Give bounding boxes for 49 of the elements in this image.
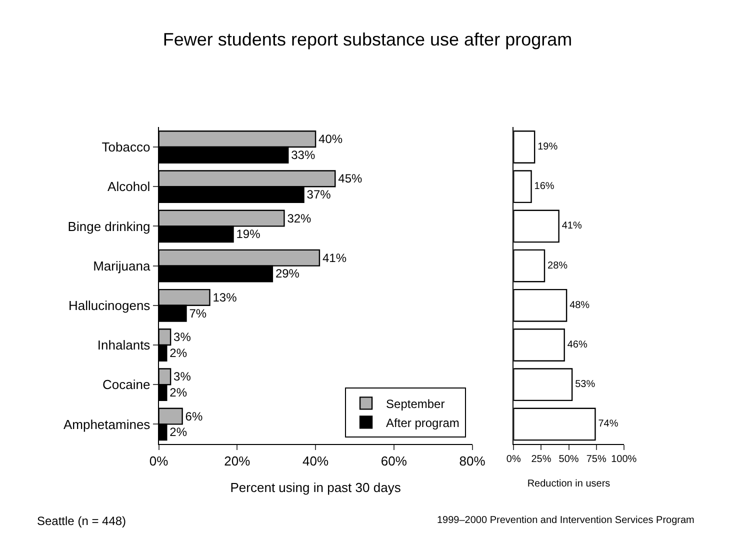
data-label: 2% (170, 425, 188, 440)
data-label: 40% (318, 132, 343, 146)
y-tick-label: Binge drinking (68, 218, 150, 234)
y-tick-label: Inhalants (97, 338, 151, 353)
data-label: 48% (570, 300, 590, 311)
text: 1999–2000 Prevention and Intervention Services Program (437, 515, 694, 526)
data-label: 74% (598, 418, 618, 430)
data-label: 2% (170, 386, 188, 400)
data-label: 37% (306, 188, 332, 202)
data-label: 2% (170, 346, 188, 360)
y-tick-label: Amphetamines (63, 416, 151, 432)
y-tick-label: Marijuana (93, 258, 151, 274)
data-label: 29% (275, 266, 300, 281)
x-tick-label: 40% (302, 454, 329, 469)
x-tick-label: 20% (224, 454, 251, 469)
y-tick-label: Alcohol (108, 179, 150, 194)
x-tick-label: 50% (558, 454, 579, 465)
data-label: 7% (189, 306, 207, 320)
data-label: 3% (174, 370, 192, 384)
data-label: 13% (212, 290, 238, 304)
x-axis-title: Reduction in users (527, 478, 610, 490)
legend-label: After program (386, 416, 460, 430)
text: Seattle (n = 448) (37, 514, 126, 528)
data-label: 32% (287, 211, 312, 226)
data-label: 46% (567, 340, 588, 350)
x-tick-label: 0% (149, 454, 169, 469)
data-label: 19% (236, 227, 261, 242)
data-label: 19% (538, 142, 558, 152)
data-label: 53% (575, 379, 596, 390)
data-label: 41% (322, 250, 347, 265)
y-tick-label: Tobacco (102, 140, 150, 155)
x-tick-label: 100% (611, 454, 637, 465)
data-label: 3% (174, 330, 192, 344)
x-tick-label: 80% (459, 454, 486, 469)
x-tick-label: 0% (506, 454, 521, 465)
data-label: 45% (338, 172, 362, 186)
data-label: 16% (534, 181, 554, 192)
legend-label: September (386, 396, 445, 411)
x-axis-title: Percent using in past 30 days (230, 480, 402, 496)
chart-title: Fewer students report substance use after program (162, 30, 572, 50)
data-label: 33% (291, 148, 316, 162)
y-tick-label: Cocaine (102, 377, 150, 392)
x-tick-label: 60% (380, 454, 408, 469)
y-tick-label: Hallucinogens (68, 298, 151, 313)
data-label: 28% (548, 260, 568, 272)
x-tick-label: 25% (531, 454, 552, 465)
data-label: 41% (562, 220, 582, 232)
x-tick-label: 75% (586, 454, 606, 465)
data-label: 6% (185, 409, 203, 424)
